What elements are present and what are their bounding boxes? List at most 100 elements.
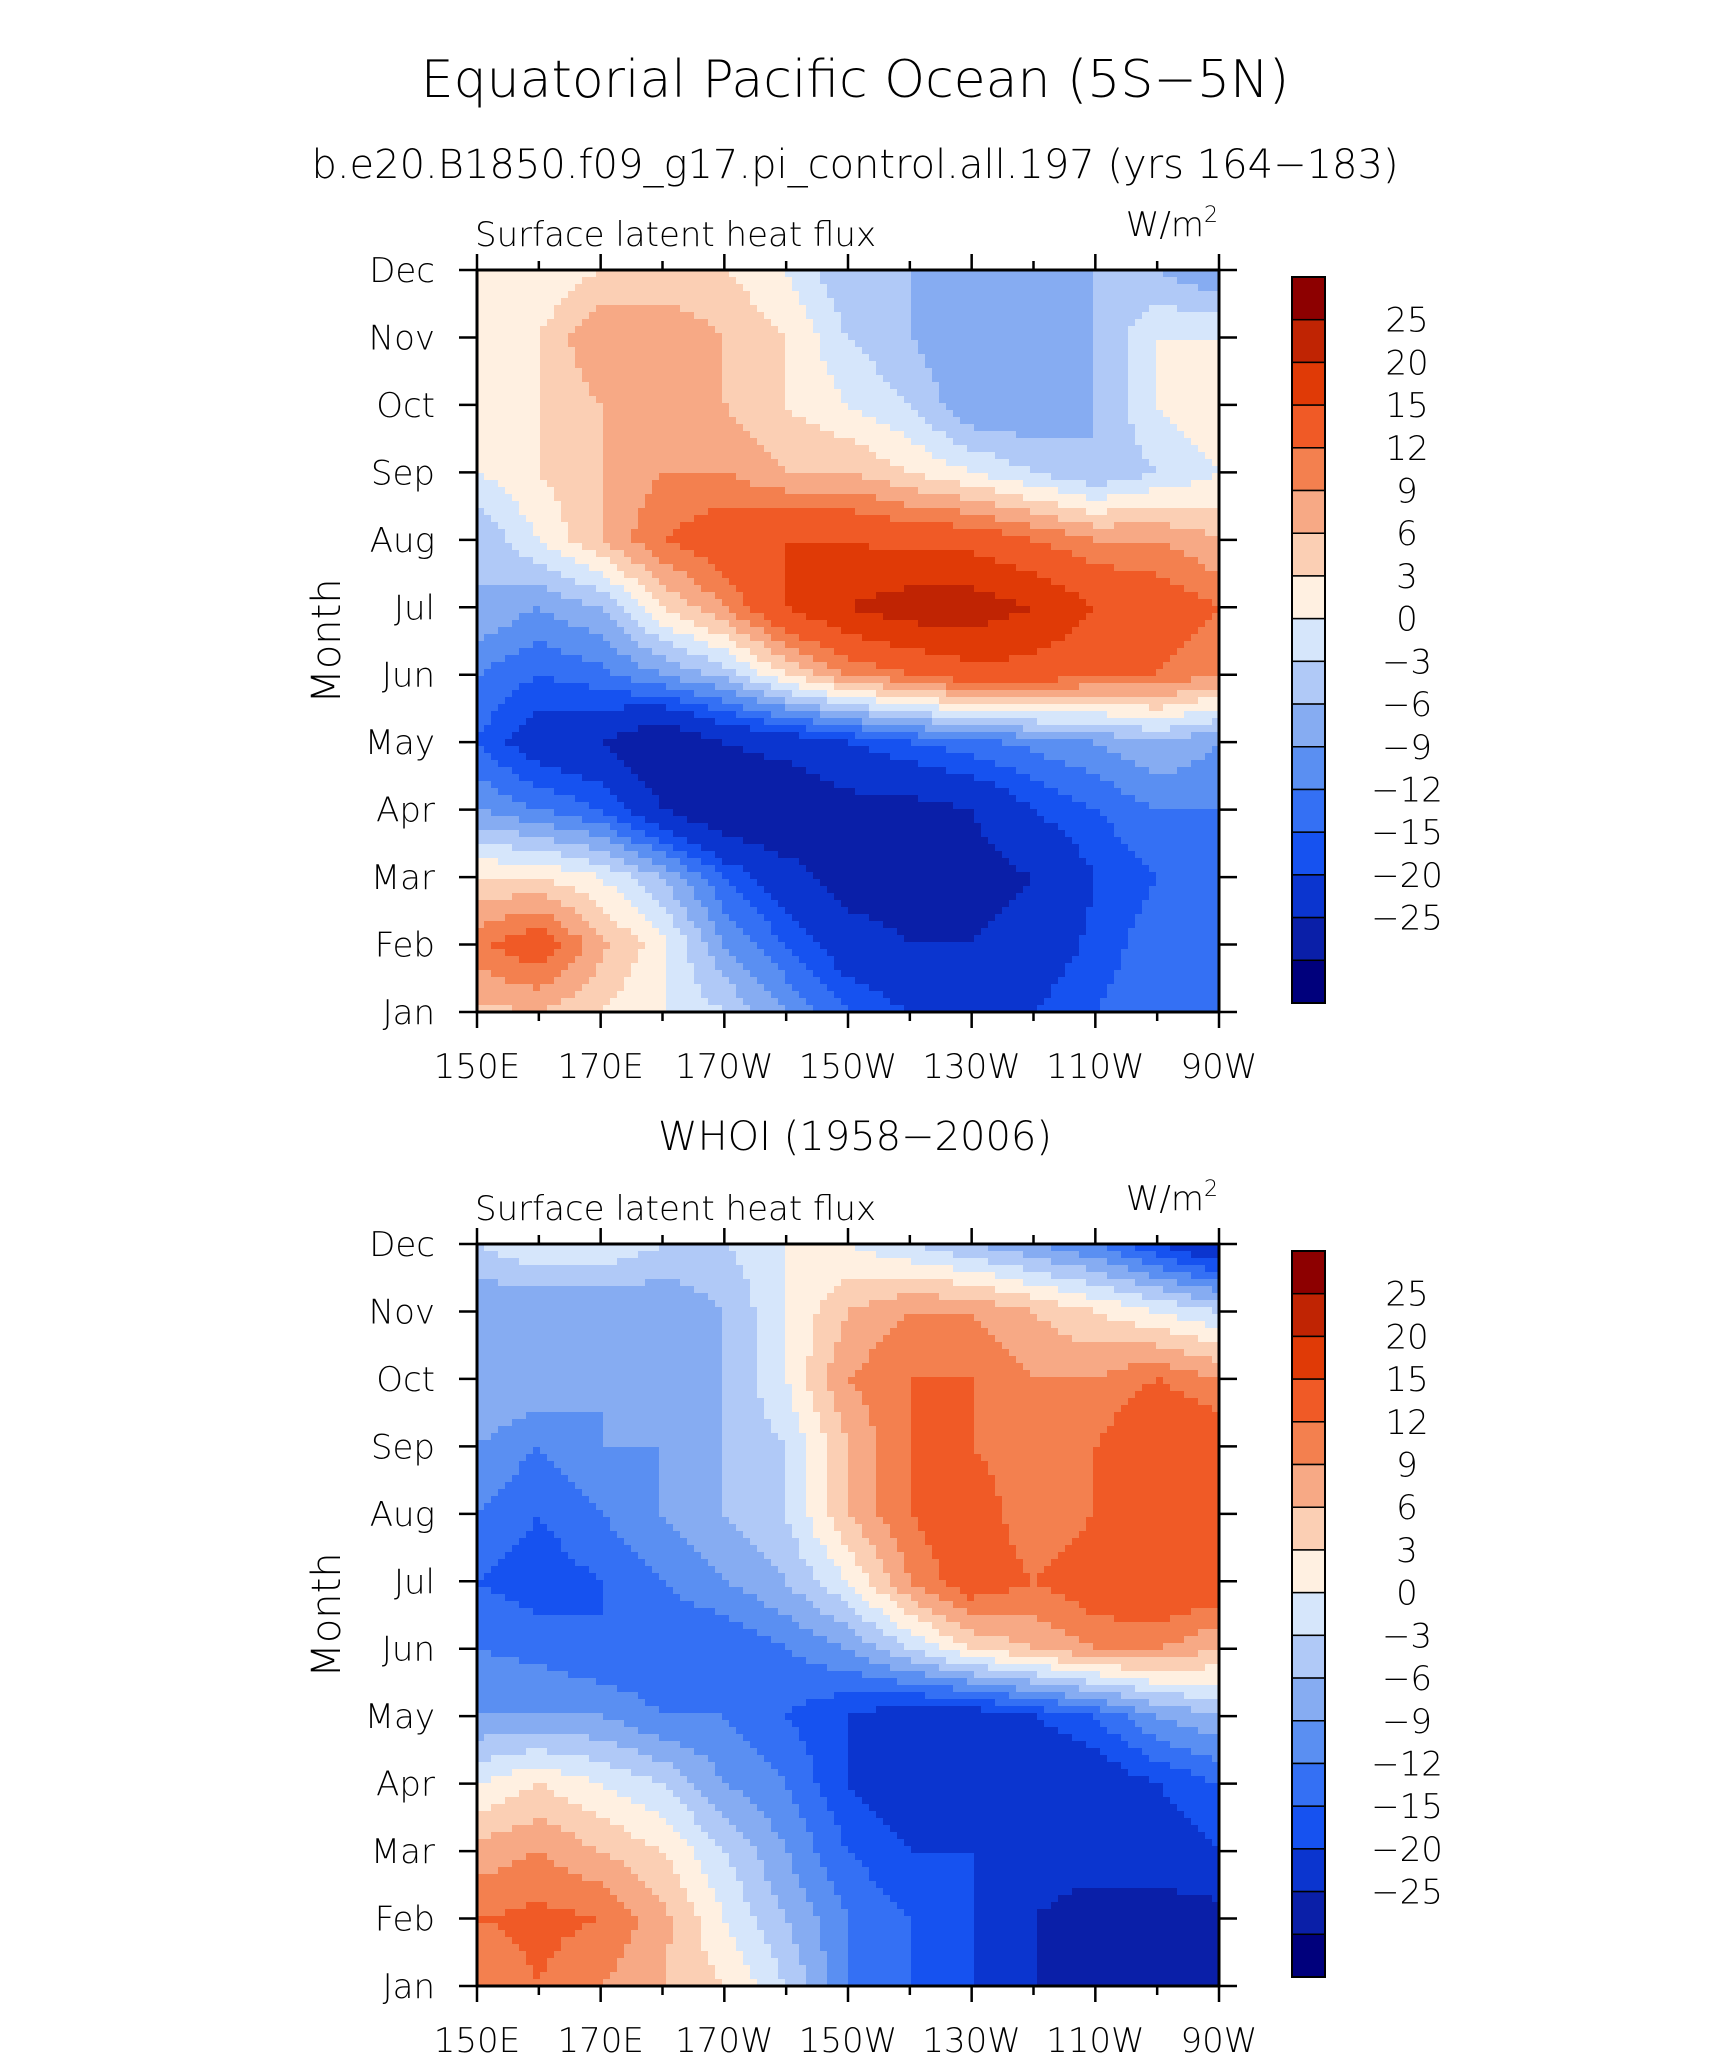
field-cell <box>1023 270 1031 278</box>
field-cell <box>932 396 940 404</box>
field-cell <box>652 424 660 432</box>
field-cell <box>680 347 688 355</box>
field-cell <box>1198 522 1206 530</box>
field-cell <box>708 480 716 488</box>
field-cell <box>694 438 702 446</box>
field-cell <box>589 431 597 439</box>
field-cell <box>1079 501 1087 509</box>
field-cell <box>855 438 863 446</box>
field-cell <box>1212 501 1219 509</box>
field-cell <box>1156 445 1164 453</box>
field-cell <box>512 459 520 467</box>
field-cell <box>645 522 653 530</box>
field-cell <box>1170 277 1178 285</box>
field-cell <box>1030 571 1038 579</box>
field-cell <box>1079 529 1087 537</box>
field-cell <box>792 543 800 551</box>
field-cell <box>904 361 912 369</box>
field-cell <box>1065 319 1073 327</box>
field-cell <box>750 494 758 502</box>
field-cell <box>1177 564 1185 572</box>
field-cell <box>1205 564 1213 572</box>
field-cell <box>505 277 513 285</box>
field-cell <box>813 557 821 565</box>
field-cell <box>631 417 639 425</box>
field-cell <box>477 375 485 383</box>
field-cell <box>659 291 667 299</box>
field-cell <box>1079 361 1087 369</box>
field-cell <box>911 389 919 397</box>
field-cell <box>540 557 548 565</box>
field-cell <box>960 382 968 390</box>
field-cell <box>512 501 520 509</box>
field-cell <box>1135 284 1143 292</box>
field-cell <box>946 417 954 425</box>
field-cell <box>533 375 541 383</box>
field-cell <box>1149 564 1157 572</box>
field-cell <box>1163 466 1171 474</box>
field-cell <box>911 319 919 327</box>
field-cell <box>918 333 926 341</box>
field-cell <box>1205 431 1213 439</box>
field-cell <box>512 291 520 299</box>
field-cell <box>911 466 919 474</box>
field-cell <box>799 333 807 341</box>
field-cell <box>995 333 1003 341</box>
field-cell <box>1100 557 1108 565</box>
field-cell <box>981 529 989 537</box>
field-cell <box>1030 536 1038 544</box>
field-cell <box>974 480 982 488</box>
field-cell <box>1002 494 1010 502</box>
field-cell <box>484 340 492 348</box>
field-cell <box>526 508 534 516</box>
field-cell <box>701 459 709 467</box>
field-cell <box>736 466 744 474</box>
field-cell <box>841 291 849 299</box>
field-cell <box>757 501 765 509</box>
field-cell <box>743 403 751 411</box>
field-cell <box>911 550 919 558</box>
field-cell <box>1156 333 1164 341</box>
field-cell <box>988 424 996 432</box>
field-cell <box>1121 550 1129 558</box>
field-cell <box>582 431 590 439</box>
field-cell <box>1135 515 1143 523</box>
field-cell <box>1079 403 1087 411</box>
field-cell <box>1163 319 1171 327</box>
field-cell <box>596 459 604 467</box>
field-cell <box>680 431 688 439</box>
field-cell <box>953 508 961 516</box>
field-cell <box>1037 550 1045 558</box>
field-cell <box>1002 347 1010 355</box>
field-cell <box>918 431 926 439</box>
field-cell <box>925 550 933 558</box>
field-cell <box>939 536 947 544</box>
field-cell <box>617 445 625 453</box>
field-cell <box>1156 564 1164 572</box>
field-cell <box>1170 550 1178 558</box>
field-cell <box>1051 501 1059 509</box>
field-cell <box>757 396 765 404</box>
field-cell <box>743 452 751 460</box>
field-cell <box>603 284 611 292</box>
field-cell <box>1100 473 1108 481</box>
field-cell <box>666 501 674 509</box>
field-cell <box>1079 452 1087 460</box>
field-cell <box>911 494 919 502</box>
field-cell <box>715 480 723 488</box>
field-cell <box>750 592 758 600</box>
field-cell <box>561 410 569 418</box>
field-cell <box>764 326 772 334</box>
field-cell <box>1086 375 1094 383</box>
field-cell <box>876 361 884 369</box>
field-cell <box>1142 529 1150 537</box>
field-cell <box>568 557 576 565</box>
field-cell <box>1191 403 1199 411</box>
field-cell <box>1114 494 1122 502</box>
field-cell <box>750 564 758 572</box>
field-cell <box>561 592 569 600</box>
field-cell <box>1086 368 1094 376</box>
field-cell <box>834 347 842 355</box>
field-cell <box>540 550 548 558</box>
field-cell <box>512 585 520 593</box>
